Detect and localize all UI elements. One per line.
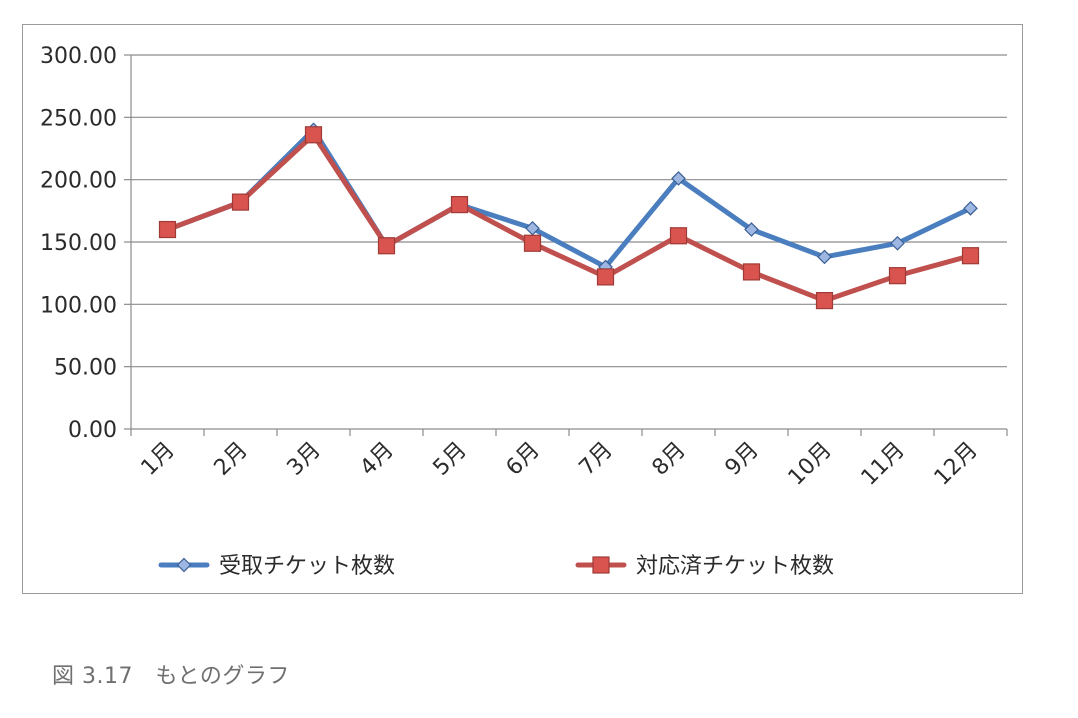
x-tick-labels: 1月 2月 3月 4月 5月 6月 7月 8月 9月 10月 11月 12月 xyxy=(137,438,983,491)
y-tick-label: 200.00 xyxy=(40,169,117,194)
x-tick-label: 4月 xyxy=(356,438,399,481)
x-tick-label: 7月 xyxy=(575,438,618,481)
data-point-series-2 xyxy=(596,268,615,286)
x-tick-label: 2月 xyxy=(210,438,253,481)
y-tick-label: 100.00 xyxy=(40,293,117,318)
data-point-series-2 xyxy=(742,263,761,281)
data-point-series-1 xyxy=(963,200,978,216)
figure-caption: 図 3.17 もとのグラフ xyxy=(52,664,290,689)
data-point-series-2 xyxy=(158,220,177,239)
legend-marker xyxy=(592,556,610,574)
x-tick-label: 6月 xyxy=(502,438,545,481)
x-tick-label: 9月 xyxy=(721,438,764,481)
data-point-series-1 xyxy=(890,235,905,251)
x-tick-label: 3月 xyxy=(283,438,326,481)
x-tick-label: 11月 xyxy=(857,438,910,491)
chart-frame: 300.00 250.00 200.00 150.00 100.00 50.00 0.00 … xyxy=(22,24,1023,594)
y-tick-label: 0.00 xyxy=(68,418,117,443)
legend-item-1: 受取チケット枚数 xyxy=(158,554,395,579)
x-tick-label: 5月 xyxy=(429,438,472,481)
y-tick-label: 50.00 xyxy=(54,356,117,381)
data-point-series-2 xyxy=(888,267,907,285)
y-tick-labels: 300.00 250.00 200.00 150.00 100.00 50.00 0.00 xyxy=(40,44,117,443)
legend: 受取チケット枚数 対応済チケット枚数 xyxy=(158,554,834,579)
data-point-series-1 xyxy=(817,249,832,265)
grid-lines xyxy=(131,54,1007,368)
y-tick-label: 150.00 xyxy=(40,231,117,256)
legend-label: 対応済チケット枚数 xyxy=(636,554,834,579)
legend-label: 受取チケット枚数 xyxy=(219,554,395,579)
series-line-1 xyxy=(165,127,973,270)
data-point-series-2 xyxy=(231,193,250,211)
axes xyxy=(124,54,1008,436)
data-point-series-1 xyxy=(744,222,759,237)
data-point-series-2 xyxy=(450,196,469,214)
line-chart: 300.00250.00200.00150.00100.0050.000.00 … xyxy=(40,44,1008,579)
legend-item-2: 対応済チケット枚数 xyxy=(575,554,834,579)
x-tick-label: 8月 xyxy=(648,438,691,481)
series-line-2 xyxy=(165,132,973,304)
data-point-series-2 xyxy=(304,126,323,144)
data-point-series-2 xyxy=(669,227,688,245)
legend-marker xyxy=(176,557,192,573)
series-markers xyxy=(158,122,980,310)
x-tick-label: 1月 xyxy=(137,438,180,481)
data-point-series-2 xyxy=(961,247,980,265)
data-point-series-2 xyxy=(523,234,542,252)
y-tick-label: 250.00 xyxy=(40,106,117,131)
data-point-series-2 xyxy=(377,237,396,255)
x-tick-label: 10月 xyxy=(784,438,837,491)
x-tick-label: 12月 xyxy=(930,438,983,491)
series-lines xyxy=(165,127,973,304)
data-point-series-1 xyxy=(671,171,686,186)
y-tick-label: 300.00 xyxy=(40,44,117,69)
data-point-series-2 xyxy=(815,291,834,310)
